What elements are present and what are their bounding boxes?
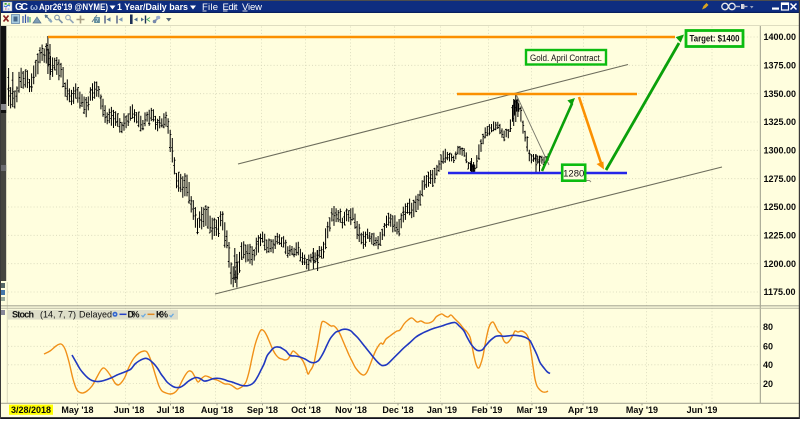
svg-text:(14, 7, 7): (14, 7, 7) <box>40 310 76 320</box>
svg-text:40: 40 <box>763 360 773 370</box>
svg-text:1300.00: 1300.00 <box>764 146 797 156</box>
svg-text:ω: ω <box>30 2 38 13</box>
svg-text:1250.00: 1250.00 <box>764 202 797 212</box>
svg-text:Aug '18: Aug '18 <box>201 405 233 415</box>
svg-text:Feb '19: Feb '19 <box>472 405 503 415</box>
svg-text:Apr '19: Apr '19 <box>568 405 598 415</box>
svg-text:60: 60 <box>763 342 773 352</box>
svg-text:1225.00: 1225.00 <box>764 231 797 241</box>
svg-text:3/28/2018: 3/28/2018 <box>11 405 51 415</box>
svg-text:1 Year/Daily bars: 1 Year/Daily bars <box>117 2 188 13</box>
svg-text:May '19: May '19 <box>626 405 658 415</box>
svg-text:Edit: Edit <box>223 2 238 13</box>
svg-text:Nov '18: Nov '18 <box>335 405 367 415</box>
svg-text:N: N <box>95 18 99 24</box>
svg-text:Delayed: Delayed <box>79 310 112 320</box>
svg-text:Jul '18: Jul '18 <box>157 405 185 415</box>
svg-text:1275.00: 1275.00 <box>764 174 797 184</box>
svg-text:D%: D% <box>128 310 140 320</box>
svg-text:Jun '19: Jun '19 <box>687 405 718 415</box>
svg-text:1200.00: 1200.00 <box>764 259 797 269</box>
svg-text:1400.00: 1400.00 <box>764 32 797 42</box>
svg-text:1350.00: 1350.00 <box>764 89 797 99</box>
svg-text:Dec '18: Dec '18 <box>382 405 413 415</box>
svg-text:Gold. April Contract.: Gold. April Contract. <box>530 53 602 63</box>
svg-text:1280: 1280 <box>563 168 584 179</box>
svg-text:1175.00: 1175.00 <box>764 287 796 297</box>
svg-text:Jun '18: Jun '18 <box>114 405 145 415</box>
svg-text:Jan '19: Jan '19 <box>427 405 457 415</box>
svg-text:Apr26'19 @NYME): Apr26'19 @NYME) <box>39 2 108 13</box>
svg-text:80: 80 <box>763 322 773 332</box>
svg-text:Target: $1400: Target: $1400 <box>690 34 740 44</box>
svg-text:20: 20 <box>763 379 773 389</box>
svg-text:Oct '18: Oct '18 <box>291 405 321 415</box>
svg-text:Sep '18: Sep '18 <box>247 405 278 415</box>
svg-text:Stoch: Stoch <box>12 310 34 320</box>
svg-text:Mar '19: Mar '19 <box>517 405 548 415</box>
svg-text:1375.00: 1375.00 <box>764 61 797 71</box>
svg-text:View: View <box>242 2 262 13</box>
svg-text:GC: GC <box>15 2 28 13</box>
svg-text:May '18: May '18 <box>61 405 93 415</box>
svg-text:1325.00: 1325.00 <box>764 117 797 127</box>
svg-text:File: File <box>202 2 218 13</box>
svg-text:K%: K% <box>156 310 168 320</box>
